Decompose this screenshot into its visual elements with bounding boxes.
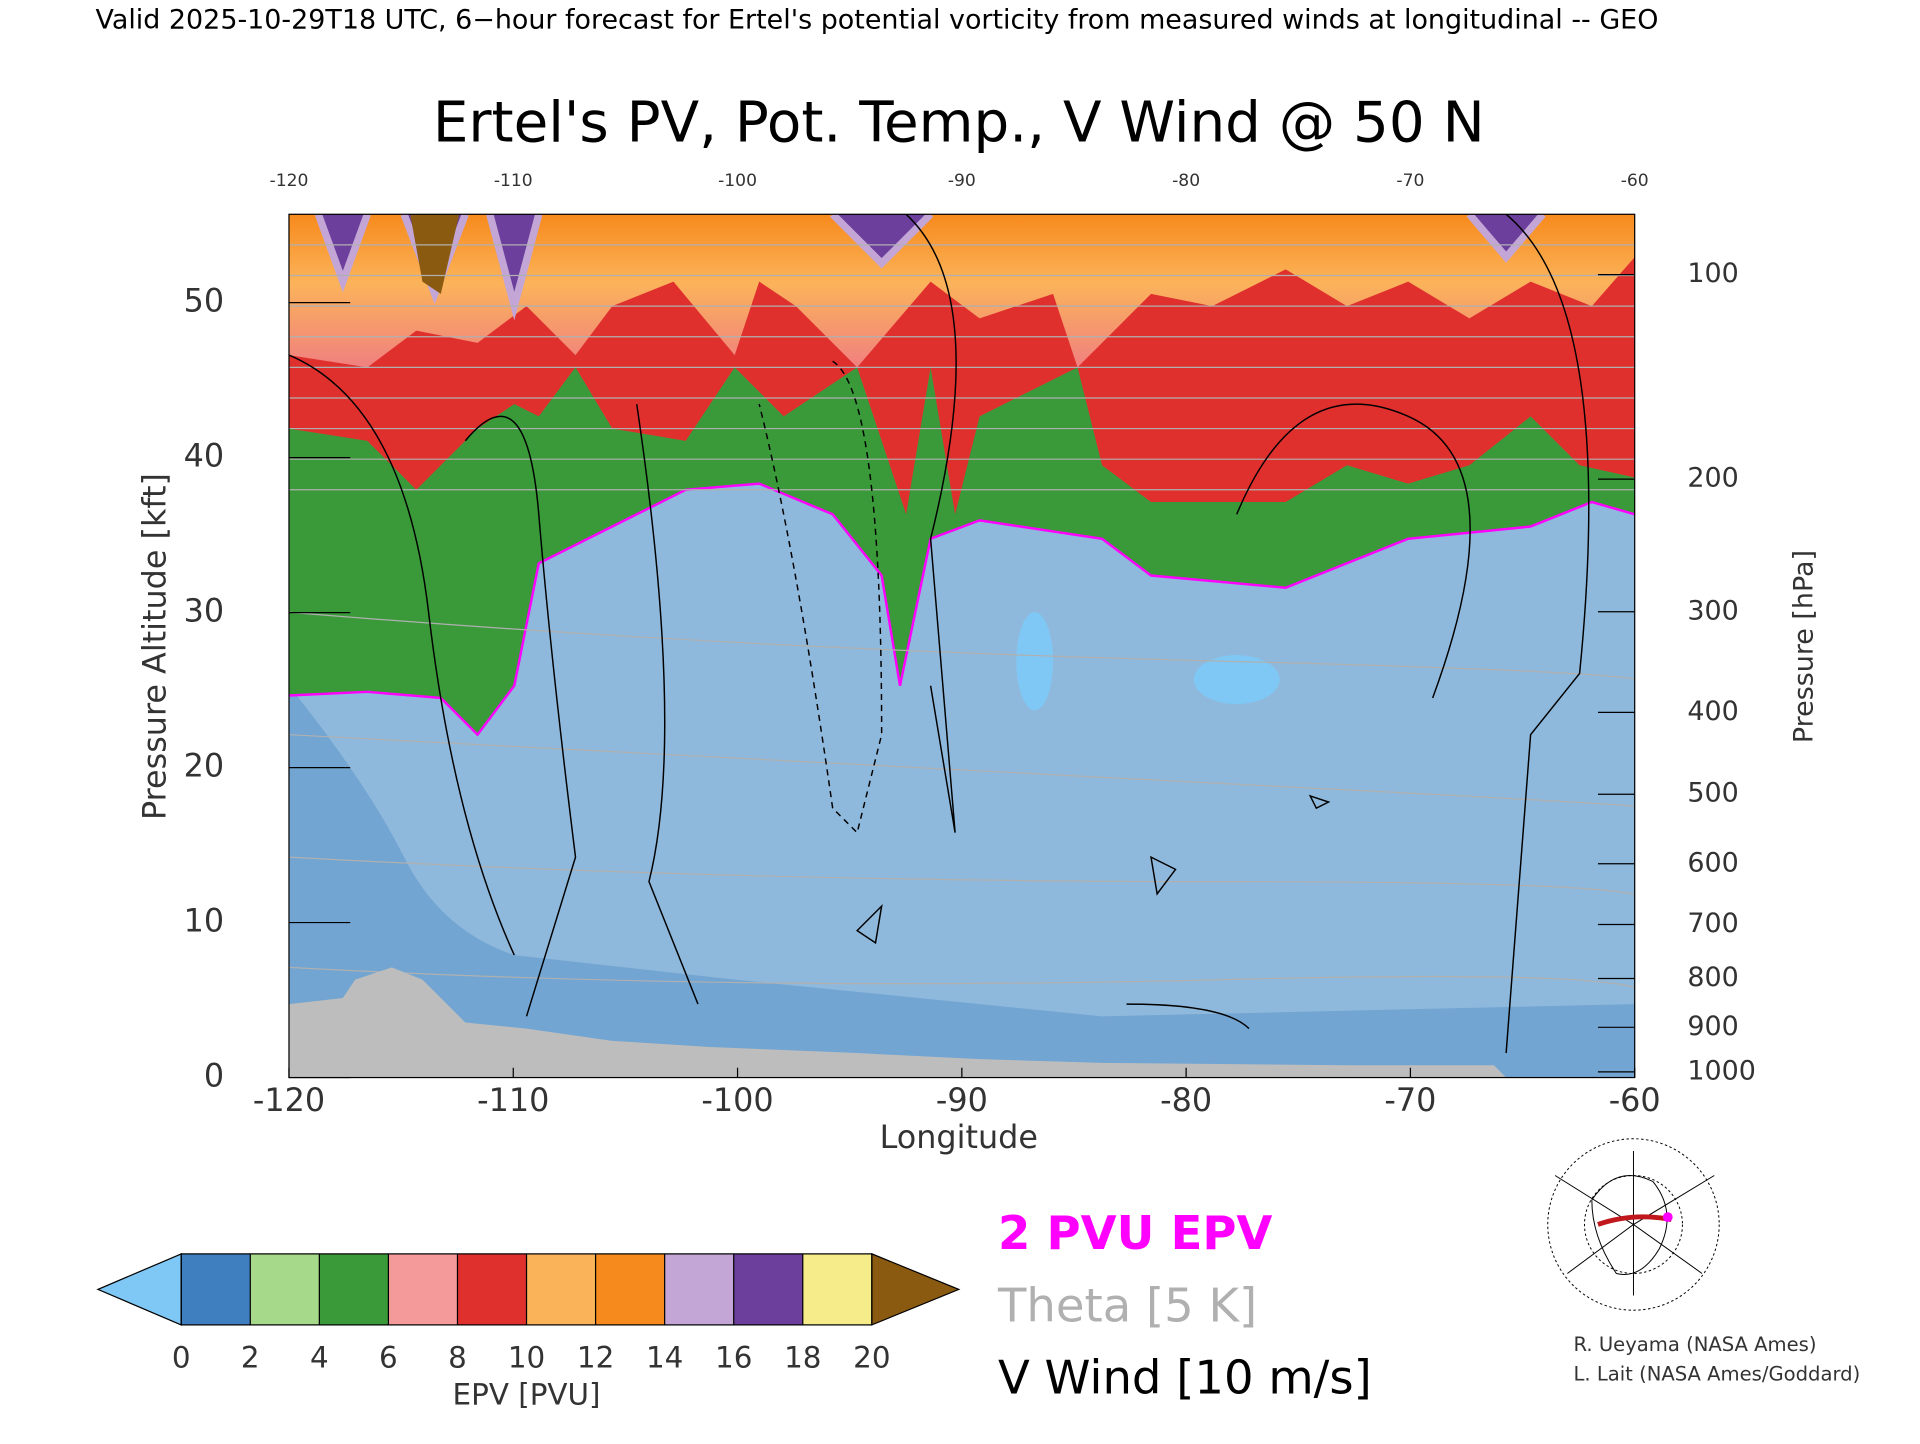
x-tick-label: -80 [1160, 1081, 1212, 1119]
colorbar: 0 2 4 6 8 10 12 14 16 18 20 [96, 1252, 961, 1375]
y-tick-label: 10 [184, 902, 225, 940]
legend-entry: V Wind [10 m/s] [998, 1351, 1372, 1405]
pv-2-contour [288, 482, 1635, 737]
y2-tick-label: 900 [1687, 1011, 1738, 1042]
brown-band [410, 214, 460, 294]
legend-entry: 2 PVU EPV [998, 1206, 1272, 1260]
field [288, 214, 1635, 1078]
x-tick-label: -110 [477, 1081, 549, 1119]
legend-entry: Theta [5 K] [997, 1278, 1257, 1332]
top-x-tick-label: -90 [948, 171, 976, 191]
colorbar-tick-label: 16 [715, 1341, 752, 1375]
y-tick-label: 20 [184, 747, 225, 785]
colorbar-segment [319, 1253, 389, 1325]
colorbar-segment [526, 1253, 596, 1325]
credit: L. Lait (NASA Ames/Goddard) [1573, 1363, 1860, 1386]
colorbar-segment [802, 1253, 872, 1325]
colorbar-tick-label: 18 [784, 1341, 821, 1375]
colorbar-under [96, 1252, 182, 1326]
y2-tick-label: 700 [1687, 908, 1738, 939]
x-tick-label: -70 [1384, 1081, 1436, 1119]
y2-tick-label: 500 [1687, 778, 1738, 809]
y-axis-label: Pressure Altitude [kft] [136, 473, 174, 820]
colorbar-tick-label: 10 [508, 1341, 545, 1375]
colorbar-tick-label: 6 [379, 1341, 398, 1375]
top-x-tick-label: -80 [1172, 171, 1200, 191]
x-tick-label: -60 [1609, 1081, 1661, 1119]
credit: R. Ueyama (NASA Ames) [1573, 1333, 1816, 1356]
y2-tick-label: 300 [1687, 595, 1738, 626]
y-tick-label: 0 [204, 1057, 224, 1095]
low-pv-patch [1016, 612, 1054, 711]
terrain [288, 967, 1507, 1078]
colorbar-segment [181, 1253, 251, 1325]
x-tick-label: -90 [936, 1081, 988, 1119]
top-x-tick-label: -60 [1621, 171, 1649, 191]
wind-contours [288, 214, 1590, 1054]
colorbar-segment [733, 1253, 803, 1325]
colorbar-tick-label: 4 [310, 1341, 329, 1375]
y2-tick-label: 1000 [1687, 1055, 1756, 1086]
colorbar-tick-label: 8 [448, 1341, 467, 1375]
colorbar-tick-label: 0 [172, 1341, 191, 1375]
axes: -120 -120 -110 -110 -100 -100 -90 -90 -80 -80 -70 -… [184, 171, 1756, 1119]
chart-title: Ertel's PV, Pot. Temp., V Wind @ 50 N [433, 91, 1485, 156]
colorbar-tick-label: 12 [577, 1341, 614, 1375]
colorbar-tick-label: 2 [241, 1341, 260, 1375]
colorbar-over [871, 1252, 961, 1326]
y2-tick-label: 600 [1687, 847, 1738, 878]
top-x-tick-label: -120 [270, 171, 309, 191]
x-axis-label: Longitude [880, 1118, 1038, 1156]
y2-axis-label: Pressure [hPa] [1788, 550, 1819, 743]
top-x-tick-label: -100 [718, 171, 757, 191]
colorbar-segment [664, 1253, 734, 1325]
colorbar-segment [457, 1253, 527, 1325]
y2-tick-label: 800 [1687, 962, 1738, 993]
x-tick-label: -120 [253, 1081, 325, 1119]
y-tick-label: 50 [184, 282, 225, 320]
y2-tick-label: 400 [1687, 696, 1738, 727]
low-pv-patch [1193, 655, 1280, 705]
colorbar-frame [180, 1253, 873, 1326]
colorbar-label: EPV [PVU] [453, 1377, 601, 1411]
y-tick-label: 30 [184, 592, 225, 630]
colorbar-tick-label: 20 [853, 1341, 890, 1375]
y2-tick-label: 100 [1687, 258, 1738, 289]
x-tick-label: -100 [701, 1081, 773, 1119]
colorbar-segment [388, 1253, 458, 1325]
theta-contours [288, 244, 1635, 1005]
orange-band [288, 214, 1635, 368]
y2-tick-label: 200 [1687, 463, 1738, 494]
colorbar-segment [595, 1253, 665, 1325]
low-pv [288, 685, 1635, 1078]
credits: R. Ueyama (NASA Ames) L. Lait (NASA Ames/… [1573, 1333, 1860, 1385]
top-x-tick-label: -70 [1396, 171, 1424, 191]
legend: 2 PVU EPV Theta [5 K] V Wind [10 m/s] [997, 1206, 1372, 1404]
top-x-tick-label: -110 [494, 171, 533, 191]
colorbar-tick-label: 14 [646, 1341, 683, 1375]
locator-map [1547, 1138, 1720, 1311]
header: Valid 2025-10-29T18 UTC, 6−hour forecast… [96, 4, 1659, 35]
colorbar-segment [250, 1253, 320, 1325]
y-tick-label: 40 [184, 437, 225, 475]
